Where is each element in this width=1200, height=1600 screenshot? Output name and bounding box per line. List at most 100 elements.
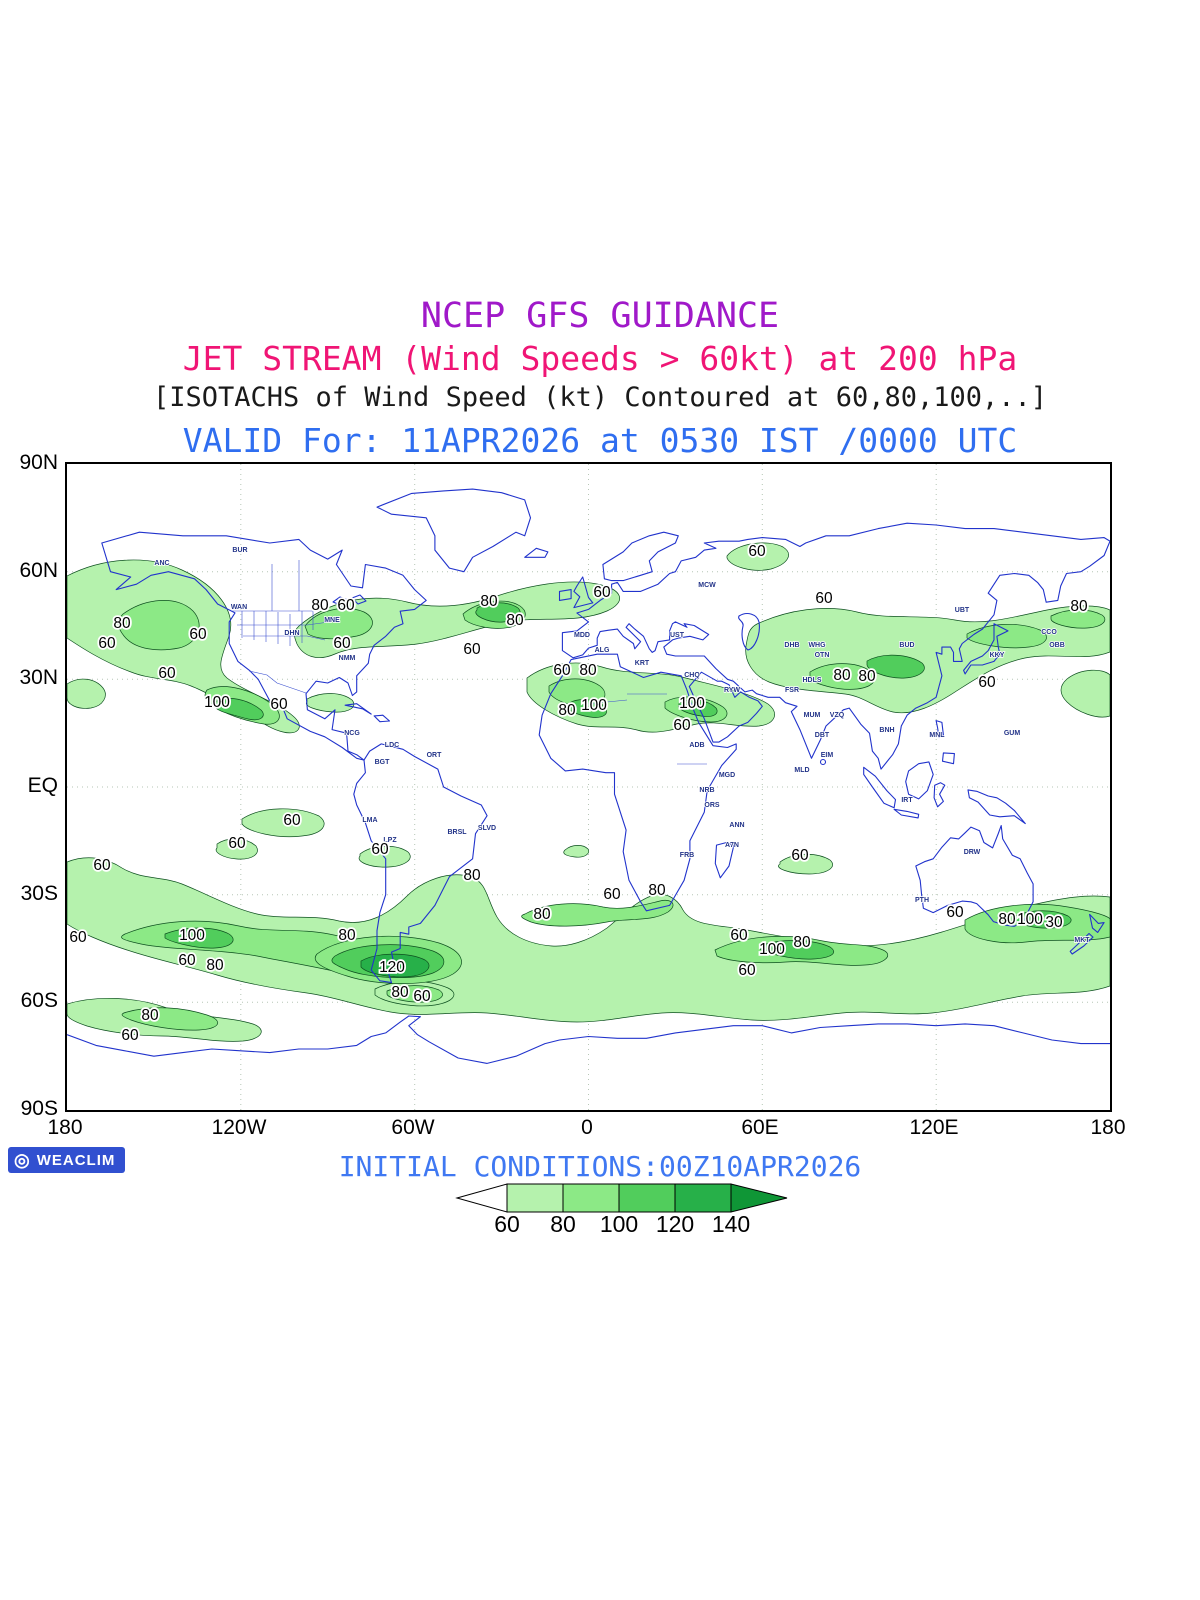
contour-label: 100 [679, 695, 705, 712]
contour-label: 60 [748, 543, 766, 560]
coastline-north-america [101, 531, 427, 761]
lat-tick-label: 90N [19, 451, 58, 474]
legend-tick-label: 60 [494, 1211, 520, 1237]
station-label: MUM [804, 712, 821, 719]
station-label: SLVD [478, 825, 496, 832]
station-label: RYW [724, 687, 740, 694]
station-label: LMA [362, 817, 377, 824]
contour-label: 60 [189, 626, 207, 643]
contour-label: 80 [338, 927, 356, 944]
contour-label: 60 [791, 847, 809, 864]
contour-label: 60 [121, 1027, 139, 1044]
lat-tick-label: 30S [20, 882, 58, 905]
contour-label: 80 [558, 702, 576, 719]
contour-label: 80 [648, 882, 666, 899]
contour-label: 80 [579, 662, 597, 679]
lon-tick-label: 60W [391, 1116, 435, 1139]
contour-label: 80 [311, 597, 329, 614]
weaclim-logo: ◎ WEACLIM [8, 1147, 126, 1173]
coastline-cuba-hispaniola [344, 703, 391, 723]
contour-label: 60 [270, 696, 288, 713]
station-label: FRB [680, 852, 694, 859]
station-label: ORS [704, 802, 720, 809]
contour-label: 80 [206, 957, 224, 974]
contour-label: 60 [98, 635, 116, 652]
station-label: OBB [1049, 642, 1065, 649]
station-label: VZQ [830, 712, 845, 719]
lat-tick-label: 90S [20, 1097, 58, 1120]
station-label: NCG [344, 730, 360, 737]
coastline-new-zealand [1069, 913, 1105, 955]
contour-label: 60 [978, 674, 996, 691]
station-label: LDC [385, 742, 399, 749]
lat-tick-label: 30N [19, 666, 58, 689]
contour-label: 100 [204, 694, 230, 711]
station-label: ALG [595, 647, 610, 654]
contour-label: 60 [553, 662, 571, 679]
station-label: IRT [901, 797, 913, 804]
station-label: MCW [698, 582, 716, 589]
contour-label: 60 [337, 597, 355, 614]
station-label: MLD [794, 767, 809, 774]
station-label: MNE [324, 617, 340, 624]
coastline-arabia [688, 671, 763, 743]
lat-tick-label: 60S [20, 989, 58, 1012]
contour-label: 60 [69, 929, 87, 946]
contour-label: 60 [371, 841, 389, 858]
coastline-australia [915, 825, 1034, 927]
station-label: HDLS [802, 677, 821, 684]
contour-label: 80 [1070, 598, 1088, 615]
legend-tick-label: 120 [655, 1211, 695, 1237]
contour-label: 30 [1045, 914, 1063, 931]
contour-label: 60 [603, 886, 621, 903]
contour-label: 80 [858, 668, 876, 685]
legend-tick-label: 140 [711, 1211, 751, 1237]
contour-label: 100 [1017, 911, 1043, 928]
legend-colorbar [455, 1183, 788, 1213]
lon-tick-label: 120E [909, 1116, 959, 1139]
coastline-borneo [905, 761, 934, 800]
lat-tick-label: EQ [27, 774, 58, 797]
station-label: GUM [1004, 730, 1021, 737]
station-label: FSR [785, 687, 799, 694]
contour-label: 60 [283, 812, 301, 829]
contour-label: 60 [815, 590, 833, 607]
coastline-scandinavia [602, 531, 679, 582]
legend-arrow-left [455, 1183, 508, 1213]
contour-label: 60 [158, 665, 176, 682]
station-label: ADB [689, 742, 704, 749]
station-label: MGD [719, 772, 735, 779]
station-label: CCO [1041, 629, 1057, 636]
weaclim-logo-text: WEACLIM [36, 1151, 116, 1169]
world-map-svg: ANC BUR WAN MNE DHN NMM MCW MDD ALG UST KRT CHQ DHB W… [67, 464, 1110, 1110]
coastline-sumatra [863, 766, 897, 809]
station-label: OTN [815, 652, 830, 659]
station-label: UBT [955, 607, 970, 614]
station-label: A7N [725, 842, 739, 849]
station-label: EIM [821, 752, 834, 759]
legend: 60 80 100 120 140 [455, 1183, 795, 1243]
contour-label: 80 [833, 667, 851, 684]
station-label: PTH [915, 897, 929, 904]
lakes-great-lakes [332, 594, 367, 607]
contour-label: 120 [379, 959, 405, 976]
contour-label: 80 [463, 867, 481, 884]
title-model: NCEP GFS GUIDANCE [420, 296, 780, 336]
legend-tick-label: 80 [550, 1211, 576, 1237]
coastline-philippines [935, 720, 955, 765]
coastline-africa [538, 653, 737, 912]
lake-caspian [738, 613, 760, 651]
legend-seg-100-120 [618, 1183, 676, 1213]
contour-label: 60 [93, 857, 111, 874]
contour-label: 60 [593, 584, 611, 601]
contour-label: 60 [946, 904, 964, 921]
title-product: JET STREAM (Wind Speeds > 60kt) at 200 h… [182, 339, 1018, 378]
station-label: DHN [284, 630, 299, 637]
borders-layer [232, 560, 707, 765]
station-labels-layer: ANC BUR WAN MNE DHN NMM MCW MDD ALG UST KRT CHQ DHB W… [154, 546, 1091, 945]
coastline-japan [963, 623, 1009, 675]
station-label: MKT [1074, 937, 1090, 944]
contour-label: 60 [333, 635, 351, 652]
coastline-java [893, 808, 920, 819]
contour-label: 100 [179, 927, 205, 944]
